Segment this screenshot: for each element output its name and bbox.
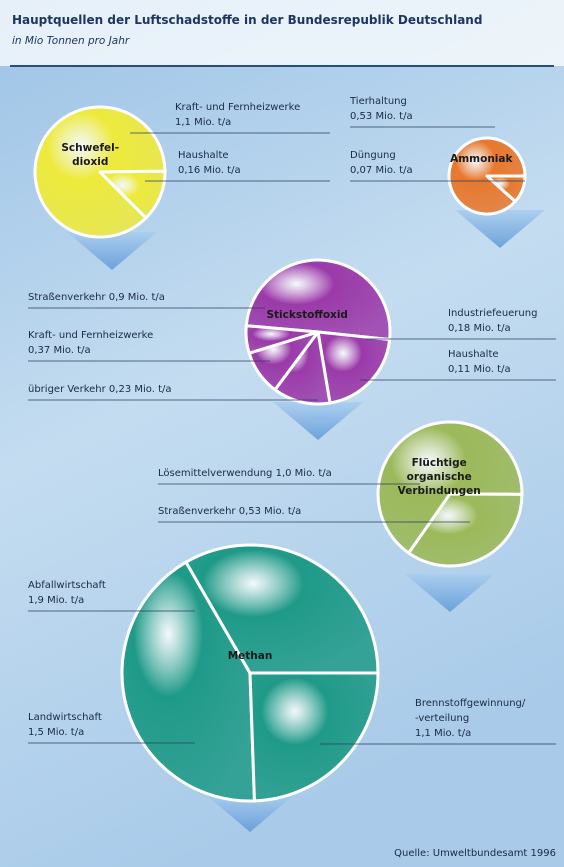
value-label: 0,53 Mio. t/a — [239, 506, 302, 517]
category-label: Haushalte — [178, 150, 229, 161]
category-label: Abfallwirtschaft — [28, 580, 106, 591]
category-label: Industriefeuerung — [448, 308, 537, 319]
value-label: 0,9 Mio. t/a — [109, 292, 165, 303]
pie-title: Methan — [228, 650, 273, 662]
category-label: -verteilung — [415, 713, 469, 724]
category-label: Brennstoffgewinnung/ — [415, 698, 526, 709]
subtitle: in Mio Tonnen pro Jahr — [12, 35, 130, 47]
title: Hauptquellen der Luftschadstoffe in der … — [12, 13, 482, 27]
pie-title: Verbindungen — [398, 485, 481, 497]
category-label: Lösemittelverwendung 1,0 Mio. t/a — [158, 468, 332, 479]
category-label: Straßenverkehr 0,9 Mio. t/a — [28, 292, 165, 303]
pie-title: organische — [407, 471, 472, 483]
header-band — [0, 0, 564, 66]
value-label: 0,11 Mio. t/a — [448, 364, 511, 375]
category-label: Düngung — [350, 150, 396, 161]
value-label: 1,9 Mio. t/a — [28, 595, 84, 606]
pie-title: Flüchtige — [412, 457, 467, 469]
category-name: Straßenverkehr — [28, 292, 106, 303]
value-label: 0,18 Mio. t/a — [448, 323, 511, 334]
category-label: Kraft- und Fernheizwerke — [28, 330, 153, 341]
value-label: 1,5 Mio. t/a — [28, 727, 84, 738]
category-label: Straßenverkehr 0,53 Mio. t/a — [158, 506, 301, 517]
category-label: Kraft- und Fernheizwerke — [175, 102, 300, 113]
value-label: 0,16 Mio. t/a — [178, 165, 241, 176]
category-label: übriger Verkehr 0,23 Mio. t/a — [28, 384, 172, 395]
category-name: Straßenverkehr — [158, 506, 236, 517]
value-label: 1,1 Mio. t/a — [175, 117, 231, 128]
category-name: übriger Verkehr — [28, 384, 107, 395]
value-label: 0,53 Mio. t/a — [350, 111, 413, 122]
category-label: Haushalte — [448, 349, 499, 360]
pie-title: Stickstoffoxid — [266, 309, 347, 321]
infographic: Hauptquellen der Luftschadstoffe in der … — [0, 0, 564, 867]
value-label: 0,07 Mio. t/a — [350, 165, 413, 176]
category-name: Lösemittelverwendung — [158, 468, 272, 479]
value-label: 1,1 Mio. t/a — [415, 728, 471, 739]
category-label: Landwirtschaft — [28, 712, 102, 723]
value-label: 1,0 Mio. t/a — [276, 468, 332, 479]
pie-title: dioxid — [72, 156, 108, 168]
value-label: 0,23 Mio. t/a — [109, 384, 172, 395]
pie-title: Schwefel- — [61, 142, 119, 154]
pie-title: Ammoniak — [450, 153, 513, 165]
category-label: Tierhaltung — [349, 96, 407, 107]
source: Quelle: Umweltbundesamt 1996 — [394, 848, 556, 859]
value-label: 0,37 Mio. t/a — [28, 345, 91, 356]
